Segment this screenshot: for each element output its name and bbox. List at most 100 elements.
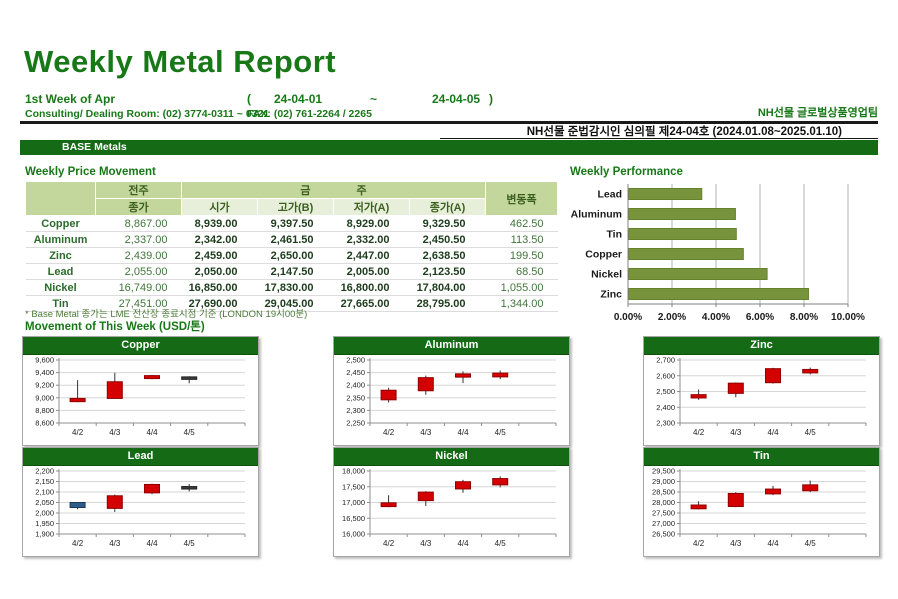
- table-cell: 2,342.00: [181, 231, 258, 248]
- svg-text:4/2: 4/2: [383, 539, 395, 548]
- table-row: Zinc 2,439.00 2,459.00 2,650.00 2,447.00 2,63…: [25, 247, 558, 264]
- base-metals-section-bar: BASE Metals: [20, 140, 878, 155]
- nickel-candlestick-chart: 16,000 16,500 17,000 17,500 18,000 4/2 4/3 4/4 4…: [342, 467, 557, 548]
- table-cell: 113.50: [485, 231, 558, 248]
- svg-text:2,450: 2,450: [346, 368, 365, 377]
- copper-candlestick-chart: 8,600 8,800 9,000 9,200 9,400 9,600 4/2 4/3 4/4 4…: [35, 356, 246, 437]
- table-cell: Zinc: [25, 247, 96, 264]
- table-cell: 2,332.00: [333, 231, 410, 248]
- svg-text:2,700: 2,700: [656, 356, 675, 365]
- zinc-chart-title: Zinc: [644, 337, 879, 355]
- table-cell: 9,329.50: [409, 215, 486, 232]
- candle-body: [106, 381, 123, 399]
- candle-body: [181, 376, 198, 380]
- aluminum-candlestick-chart: 2,250 2,300 2,350 2,400 2,450 2,500 4/2 4/3 4/4 4…: [346, 356, 557, 437]
- svg-text:27,000: 27,000: [652, 519, 675, 528]
- candle-body: [181, 486, 198, 490]
- lead-chart-panel: Lead 1,900 1,950 2,000 2,050 2,100 2,150 2,200…: [22, 447, 259, 557]
- svg-text:29,500: 29,500: [652, 467, 675, 476]
- page-title: Weekly Metal Report: [24, 44, 337, 79]
- candle-body: [417, 377, 434, 392]
- copper-chart-panel: Copper 8,600 8,800 9,000 9,200 9,400 9,600 4/2…: [22, 336, 259, 446]
- table-cell: 2,650.00: [257, 247, 334, 264]
- perf-bar: [628, 228, 737, 240]
- candle-body: [690, 504, 707, 510]
- svg-text:2,300: 2,300: [656, 419, 675, 428]
- table-cell: 2,005.00: [333, 263, 410, 280]
- table-cell: 462.50: [485, 215, 558, 232]
- table-cell: Copper: [25, 215, 96, 232]
- header-divider: [20, 121, 878, 124]
- candle-body: [69, 397, 86, 403]
- candle-body: [492, 372, 509, 378]
- perf-bar: [628, 248, 744, 260]
- candle-body: [106, 495, 123, 509]
- candle-body: [455, 373, 471, 378]
- zinc-chart-panel: Zinc 2,300 2,400 2,500 2,600 2,700 4/2 4/3 4/4 4…: [643, 336, 880, 446]
- table-cell: 8,939.00: [181, 215, 258, 232]
- candle-body: [727, 382, 744, 394]
- svg-text:4/5: 4/5: [805, 539, 817, 548]
- svg-text:28,000: 28,000: [652, 498, 675, 507]
- col-change: 변동폭: [485, 181, 558, 216]
- svg-text:2,000: 2,000: [35, 509, 54, 518]
- svg-text:4.00%: 4.00%: [702, 312, 730, 323]
- svg-text:8.00%: 8.00%: [790, 312, 818, 323]
- table-cell: 2,147.50: [257, 263, 334, 280]
- table-cell: 68.50: [485, 263, 558, 280]
- aluminum-chart-title: Aluminum: [334, 337, 569, 355]
- svg-text:16,500: 16,500: [342, 514, 365, 523]
- table-cell: 16,800.00: [333, 279, 410, 296]
- svg-text:2,300: 2,300: [346, 406, 365, 415]
- price-movement-heading: Weekly Price Movement: [25, 166, 156, 178]
- col-prev-week: 전주: [95, 181, 182, 199]
- candle-body: [69, 502, 86, 509]
- svg-text:2,500: 2,500: [346, 356, 365, 365]
- svg-text:28,500: 28,500: [652, 488, 675, 497]
- perf-bar: [628, 188, 703, 200]
- table-cell: 29,045.00: [257, 295, 334, 312]
- svg-text:9,200: 9,200: [35, 381, 54, 390]
- fax-line: FAX: (02) 761-2264 / 2265: [247, 108, 372, 120]
- candle-body: [802, 484, 819, 492]
- table-cell: 17,830.00: [257, 279, 334, 296]
- table-cell: 17,804.00: [409, 279, 486, 296]
- svg-text:4/5: 4/5: [495, 428, 507, 437]
- col-open: 시가: [181, 198, 258, 216]
- table-row: Aluminum 2,337.00 2,342.00 2,461.50 2,332.00…: [25, 231, 558, 248]
- table-cell: 16,850.00: [181, 279, 258, 296]
- consulting-line: Consulting/ Dealing Room: (02) 3774-0311…: [25, 108, 270, 120]
- performance-bar-chart: 0.00% 2.00% 4.00% 6.00% 8.00% 10.00% Lead Alumi…: [571, 184, 865, 323]
- lead-chart-title: Lead: [23, 448, 258, 466]
- candle-body: [380, 389, 397, 401]
- svg-text:4/3: 4/3: [420, 428, 432, 437]
- col-low: 저가(A): [333, 198, 410, 216]
- zinc-candlestick-chart: 2,300 2,400 2,500 2,600 2,700 4/2 4/3 4/4 4/5: [656, 356, 867, 437]
- date-end: 24-04-05: [432, 92, 481, 106]
- table-row: Tin 27,451.00 27,690.00 29,045.00 27,665.00 2…: [25, 295, 558, 312]
- table-cell: 1,344.00: [485, 295, 558, 312]
- performance-heading: Weekly Performance: [570, 166, 683, 178]
- candle-body: [765, 488, 781, 495]
- svg-text:16,000: 16,000: [342, 530, 365, 539]
- svg-text:4/2: 4/2: [72, 428, 84, 437]
- corner-cell: [25, 181, 96, 216]
- svg-text:10.00%: 10.00%: [831, 312, 865, 323]
- svg-text:Aluminum: Aluminum: [571, 209, 622, 221]
- svg-text:2.00%: 2.00%: [658, 312, 686, 323]
- date-tilde: ~: [370, 92, 378, 106]
- candle-body: [144, 483, 160, 494]
- nickel-chart-panel: Nickel 16,000 16,500 17,000 17,500 18,000 4/2…: [333, 447, 570, 557]
- table-cell: Aluminum: [25, 231, 96, 248]
- svg-text:4/5: 4/5: [495, 539, 507, 548]
- svg-text:4/4: 4/4: [146, 428, 158, 437]
- table-row: Nickel 16,749.00 16,850.00 17,830.00 16,800.…: [25, 279, 558, 296]
- paren-open: (: [247, 92, 251, 106]
- svg-text:18,000: 18,000: [342, 467, 365, 476]
- svg-text:17,500: 17,500: [342, 482, 365, 491]
- tin-chart-title: Tin: [644, 448, 879, 466]
- candle-body: [727, 492, 744, 507]
- svg-text:8,800: 8,800: [35, 406, 54, 415]
